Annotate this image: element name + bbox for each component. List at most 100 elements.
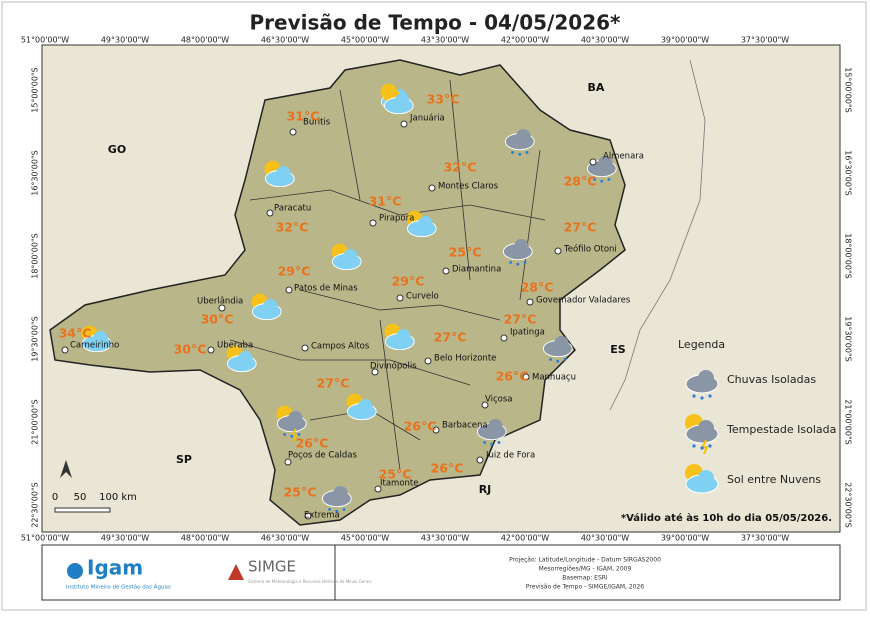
lat-label-right: 22°30'00"S xyxy=(844,482,853,528)
city-temp: 30°C xyxy=(201,312,234,327)
city-name: Curvelo xyxy=(406,292,439,302)
cloud xyxy=(698,420,714,436)
lat-label-right: 18°00'00"S xyxy=(844,233,853,279)
bolt xyxy=(290,428,298,442)
city-temp: 33°C xyxy=(427,92,460,107)
cloud xyxy=(395,93,410,108)
rain-drop xyxy=(708,394,712,398)
rain-drop xyxy=(692,444,696,448)
city-name: Viçosa xyxy=(485,395,513,405)
city-name: Montes Claros xyxy=(438,182,499,192)
weather-icon xyxy=(251,293,282,321)
city-temp: 27°C xyxy=(434,330,467,345)
city-name: Paracatu xyxy=(274,204,311,214)
weather-icon xyxy=(321,486,352,513)
weather-icon xyxy=(264,160,295,188)
cloud xyxy=(238,351,253,366)
cloud xyxy=(514,239,529,254)
city-name: Governador Valadares xyxy=(536,296,631,306)
city-temp: 31°C xyxy=(287,109,320,124)
city-dot xyxy=(369,219,377,227)
lon-label-top: 39°00'00"W xyxy=(661,36,709,45)
scale-bar xyxy=(54,507,111,513)
rain-drop xyxy=(556,359,560,363)
city-temp: 29°C xyxy=(278,264,311,279)
simge-name: SIMGE xyxy=(248,558,296,576)
lon-label-bottom: 45°00'00"W xyxy=(341,534,389,543)
cloud xyxy=(554,336,569,351)
city-dot xyxy=(526,298,534,306)
lon-label-top: 48°00'00"W xyxy=(181,36,229,45)
city-name: Carneirinho xyxy=(70,341,119,351)
weather-icon xyxy=(346,393,377,421)
rain-drop xyxy=(700,446,704,450)
rain-drop xyxy=(516,262,520,266)
cloud xyxy=(698,470,714,486)
rain-drop xyxy=(511,150,515,154)
cloud xyxy=(288,411,303,426)
city-dot xyxy=(289,128,297,136)
state-label: BA xyxy=(588,81,605,94)
simge-logo xyxy=(228,564,244,580)
cloud xyxy=(418,216,433,231)
city-dot xyxy=(218,304,226,312)
credit-line: Projeção: Latitude/Longitude - Datum SIR… xyxy=(509,557,661,564)
scale-label: 0 xyxy=(52,492,58,503)
cloud xyxy=(516,129,531,144)
lon-label-top: 40°30'00"W xyxy=(581,36,629,45)
weather-icon xyxy=(542,336,573,363)
credit-line: Mesorregiões/MG - IGAM, 2009 xyxy=(539,566,632,573)
city-dot xyxy=(428,184,436,192)
lon-label-top: 46°30'00"W xyxy=(261,36,309,45)
city-dot xyxy=(301,344,309,352)
rain-drop xyxy=(297,432,301,436)
rain-drop xyxy=(563,357,567,361)
lon-label-bottom: 37°30'00"W xyxy=(741,534,789,543)
weather-icon xyxy=(504,129,535,156)
city-dot xyxy=(284,458,292,466)
lat-label-left: 21°00'00"S xyxy=(31,399,40,445)
state-label: RJ xyxy=(479,483,492,496)
city-temp: 31°C xyxy=(369,194,402,209)
legend-item: Sol entre Nuvens xyxy=(727,473,821,486)
weather-icon xyxy=(226,345,257,373)
lon-label-bottom: 42°00'00"W xyxy=(501,534,549,543)
city-temp: 34°C xyxy=(59,326,92,341)
city-dot xyxy=(522,373,530,381)
city-dot xyxy=(266,209,274,217)
rain-drop xyxy=(593,177,597,181)
lat-label-left: 15°00'00"S xyxy=(31,67,40,113)
city-temp: 27°C xyxy=(564,220,597,235)
cloud xyxy=(598,156,613,171)
city-temp: 25°C xyxy=(284,485,317,500)
rain-drop xyxy=(290,434,294,438)
validity-note: *Válido até às 10h do dia 05/05/2026. xyxy=(621,512,832,524)
city-temp: 32°C xyxy=(276,220,309,235)
city-dot xyxy=(432,426,440,434)
city-dot xyxy=(400,120,408,128)
city-name: Poços de Caldas xyxy=(288,451,357,461)
city-dot xyxy=(61,346,69,354)
legend-title: Legenda xyxy=(678,338,725,351)
lat-label-left: 19°30'00"S xyxy=(31,316,40,362)
lat-label-left: 16°30'00"S xyxy=(31,150,40,196)
city-name: Pirapora xyxy=(379,214,414,224)
city-name: Extrema xyxy=(304,511,340,521)
city-name: Uberlândia xyxy=(197,297,243,307)
rain-drop xyxy=(342,507,346,511)
city-dot xyxy=(374,485,382,493)
lat-label-left: 18°00'00"S xyxy=(31,233,40,279)
city-temp: 26°C xyxy=(496,369,529,384)
rain-drop xyxy=(483,440,487,444)
rain-drop xyxy=(490,442,494,446)
cloud xyxy=(276,166,291,181)
cloud xyxy=(343,249,358,264)
city-name: Barbacena xyxy=(442,421,488,431)
city-name: Itamonte xyxy=(380,479,418,489)
city-temp: 30°C xyxy=(174,342,207,357)
city-temp: 27°C xyxy=(504,312,537,327)
scale-label: 50 xyxy=(74,492,87,503)
rain-drop xyxy=(549,357,553,361)
lon-label-bottom: 51°00'00"W xyxy=(21,534,69,543)
weather-icon xyxy=(383,87,414,115)
